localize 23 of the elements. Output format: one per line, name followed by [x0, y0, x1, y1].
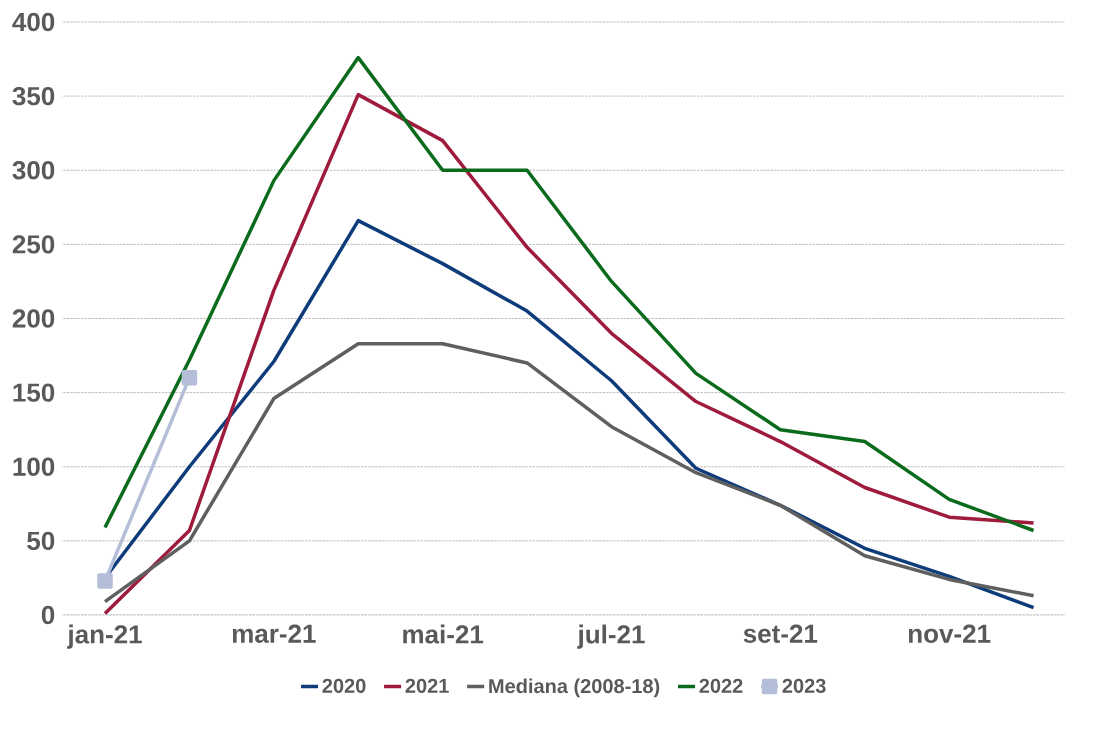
y-tick-label: 250	[12, 235, 55, 254]
x-tick-label: set-21	[743, 624, 818, 643]
legend-label: Mediana (2008-18)	[489, 678, 660, 698]
y-tick-label: 200	[12, 309, 55, 328]
x-tick-label: jul-21	[577, 624, 645, 649]
legend-label: 2021	[405, 678, 449, 693]
y-tick-label: 150	[13, 383, 55, 402]
x-tick-label: mai-21	[403, 624, 484, 644]
x-tick-label: mar-21	[232, 624, 316, 643]
y-tick-label: 350	[12, 86, 55, 106]
line-series	[103, 55, 1036, 533]
legend-label: 2023	[782, 678, 826, 693]
legend-label: 2022	[699, 678, 743, 693]
y-tick-label: 50	[27, 531, 55, 551]
y-tick-label: 100	[13, 457, 55, 476]
line-series	[103, 92, 1036, 615]
y-tick-label: 0	[41, 605, 55, 625]
y-tick-label: 400	[12, 12, 55, 32]
y-tick-label: 300	[12, 161, 55, 180]
x-tick-label: jan-21	[67, 624, 142, 649]
line-series	[103, 341, 1036, 604]
x-tick-label: nov-21	[908, 624, 991, 643]
legend-label: 2020	[322, 678, 366, 693]
